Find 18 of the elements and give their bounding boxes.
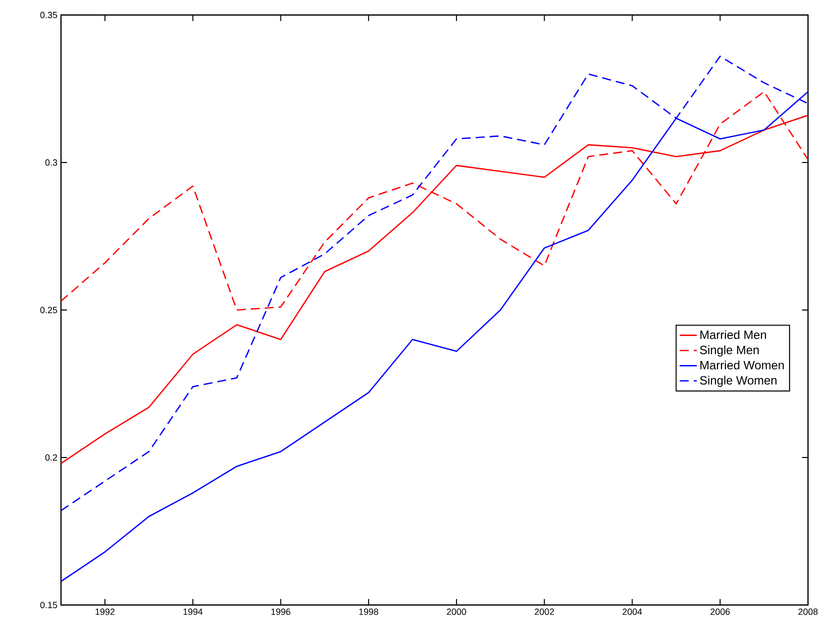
y-tick-label: 0.2 [45, 454, 58, 461]
x-tick-label: 2000 [446, 608, 466, 615]
legend-label: Single Men [700, 345, 759, 357]
y-tick-label: 0.35 [40, 12, 58, 18]
legend-label: Married Women [700, 360, 784, 370]
x-tick-label: 1998 [359, 608, 378, 615]
x-tick-label: 1992 [96, 608, 114, 615]
x-tick-label: 1994 [184, 608, 203, 615]
y-tick-label: 0.15 [40, 602, 58, 608]
legend-label: Single Women [700, 376, 776, 387]
x-tick-label: 2004 [622, 608, 642, 615]
x-tick-label: 2006 [710, 608, 730, 615]
x-tick-label: 2008 [798, 608, 818, 615]
x-tick-label: 1996 [271, 608, 290, 615]
y-tick-label: 0.25 [40, 306, 58, 314]
x-tick-label: 2002 [534, 608, 554, 615]
y-tick-label: 0.3 [45, 159, 58, 166]
legend-label: Married Men [700, 330, 766, 340]
